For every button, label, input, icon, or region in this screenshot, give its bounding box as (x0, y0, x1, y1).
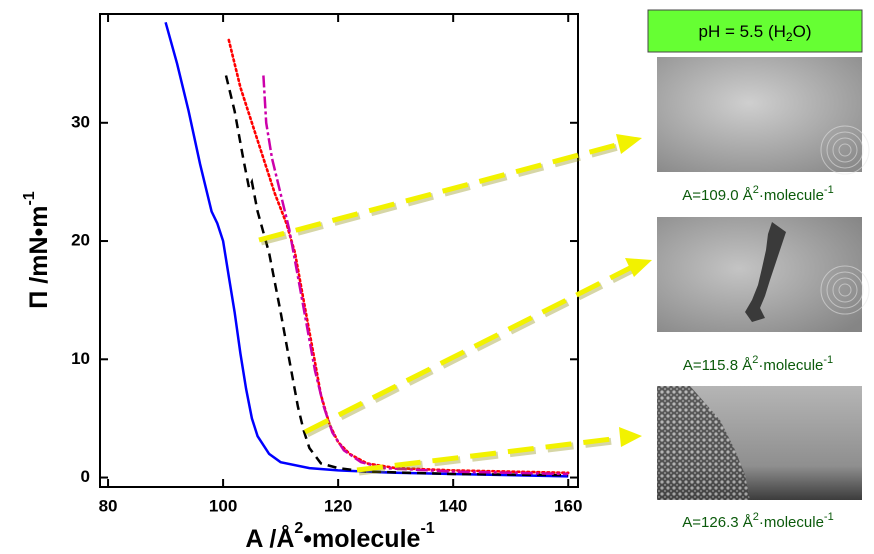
curve (229, 40, 568, 473)
y-tick-label: 10 (71, 349, 90, 368)
x-tick-label: 160 (554, 496, 582, 515)
caption-part: A=109.0 Å (682, 187, 752, 204)
y-tick-label: 30 (71, 112, 90, 131)
x-tick-label: 140 (439, 496, 467, 515)
x-label-part: A /Å (245, 524, 294, 553)
caption-part: ·molecule (758, 357, 823, 374)
x-tick-label: 100 (209, 496, 237, 515)
plot: 80 100 120 140 160 0 10 20 30 (71, 14, 582, 515)
curve (226, 76, 568, 476)
caption-2: A=115.8 Å2·molecule-1 (683, 354, 833, 374)
plot-frame (100, 14, 578, 487)
caption-part: ·molecule (759, 514, 824, 531)
y-label-part: Π /mN•m (25, 206, 53, 309)
y-tick-label: 20 (71, 231, 90, 250)
x-tick-label: 80 (99, 496, 118, 515)
arrows (259, 134, 652, 472)
curve (166, 22, 569, 476)
x-label-part: 2 (294, 520, 303, 537)
figure-svg: 801001201401600102030 pH = 5.5 (H2O) A=1… (0, 0, 874, 554)
y-tick-label: 0 (81, 467, 90, 486)
caption-part: -1 (824, 511, 834, 523)
x-tick-label: 120 (324, 496, 352, 515)
caption-part: -1 (823, 354, 833, 366)
image-2 (657, 217, 869, 332)
caption-part: ·molecule (759, 187, 824, 204)
y-label-part: -1 (21, 191, 38, 205)
x-label-part: -1 (420, 520, 434, 537)
panel-title-part: pH = 5.5 (H (699, 22, 786, 41)
panel-title: pH = 5.5 (H2O) (699, 22, 812, 44)
x-axis-label: A /Å2•molecule-1 (245, 520, 434, 552)
y-axis-label: Π /mN•m-1 (21, 191, 52, 309)
caption-part: A=126.3 Å (682, 514, 752, 531)
figure: 801001201401600102030 pH = 5.5 (H2O) A=1… (0, 0, 874, 554)
x-label-part: •molecule (303, 525, 420, 553)
curve (263, 76, 568, 475)
caption-1: A=109.0 Å2·molecule-1 (682, 184, 833, 204)
panel-title-part: O) (793, 22, 812, 41)
caption-part: A=115.8 Å (683, 357, 752, 374)
caption-3: A=126.3 Å2·molecule-1 (682, 511, 833, 531)
image-3 (657, 386, 862, 500)
image-1 (657, 57, 869, 174)
caption-part: -1 (824, 184, 834, 196)
